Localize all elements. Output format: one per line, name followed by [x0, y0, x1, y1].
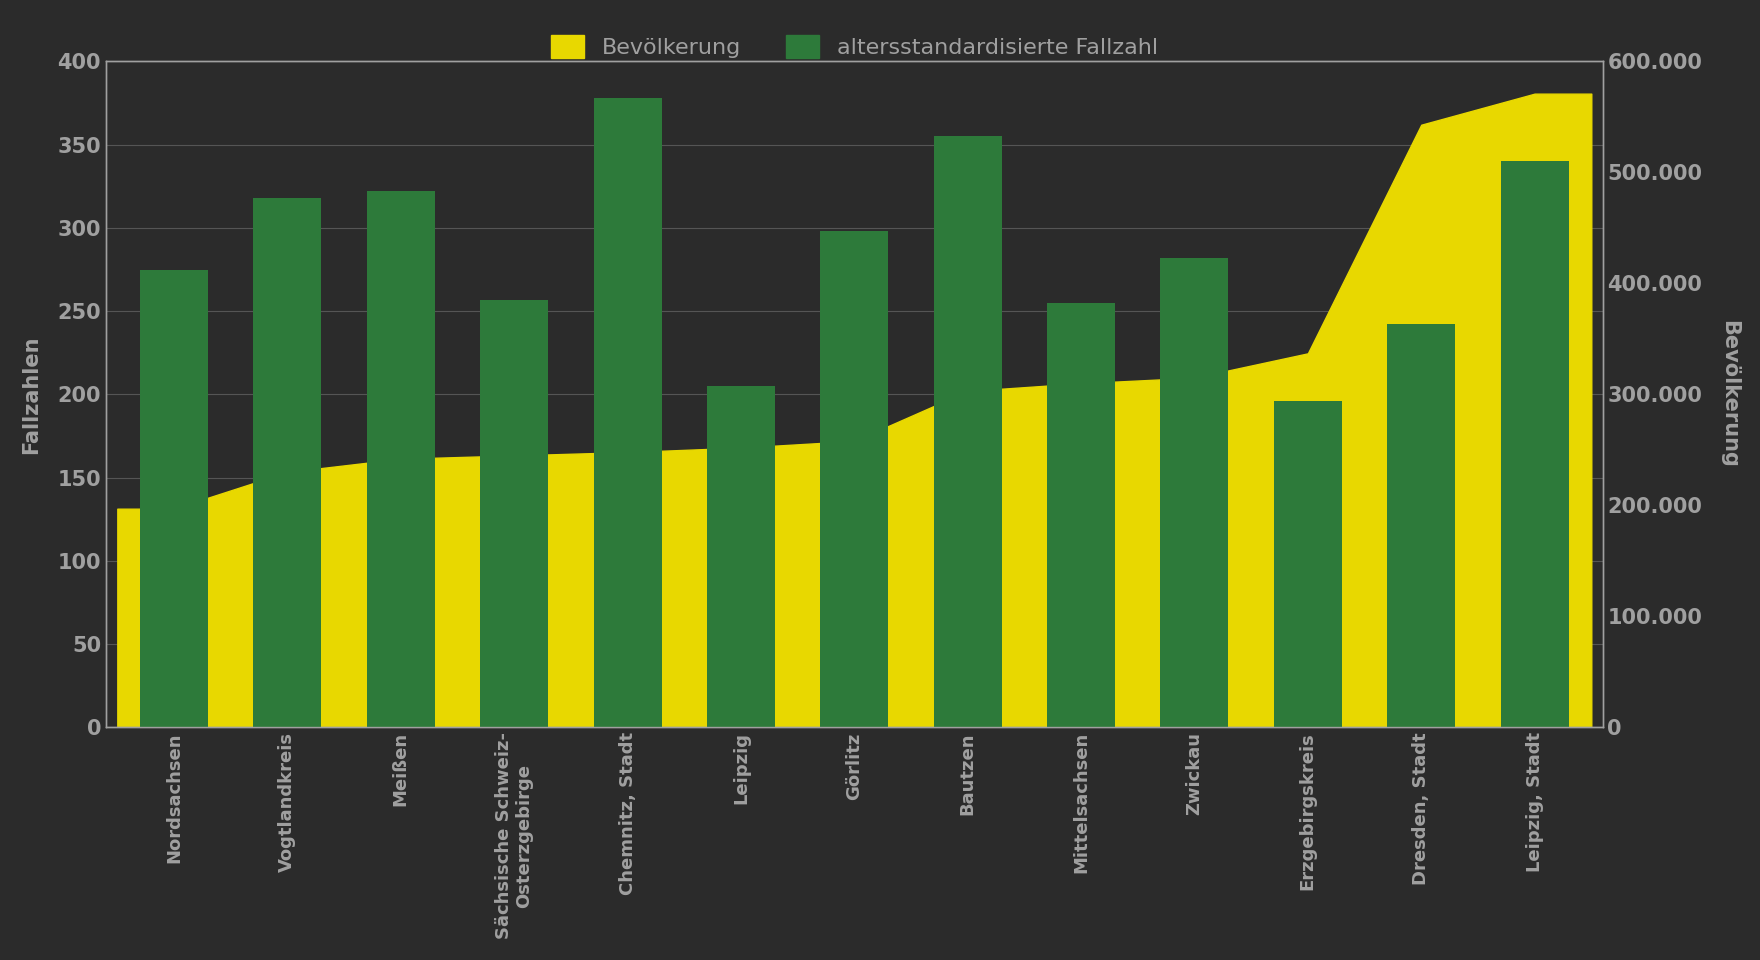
Bar — [708, 386, 774, 728]
Bar — [1387, 324, 1456, 728]
Y-axis label: Fallzahlen: Fallzahlen — [21, 335, 40, 454]
Bar — [253, 198, 322, 728]
Bar — [141, 270, 208, 728]
Bar — [1274, 401, 1341, 728]
Bar — [1160, 258, 1228, 728]
Bar — [593, 98, 662, 728]
Bar — [1501, 161, 1568, 728]
Bar — [480, 300, 547, 728]
Bar — [1047, 302, 1116, 728]
Bar — [935, 136, 1001, 728]
Legend: Bevölkerung, altersstandardisierte Fallzahl: Bevölkerung, altersstandardisierte Fallz… — [542, 26, 1167, 66]
Bar — [820, 231, 889, 728]
Bar — [366, 191, 435, 728]
Y-axis label: Bevölkerung: Bevölkerung — [1720, 321, 1739, 468]
